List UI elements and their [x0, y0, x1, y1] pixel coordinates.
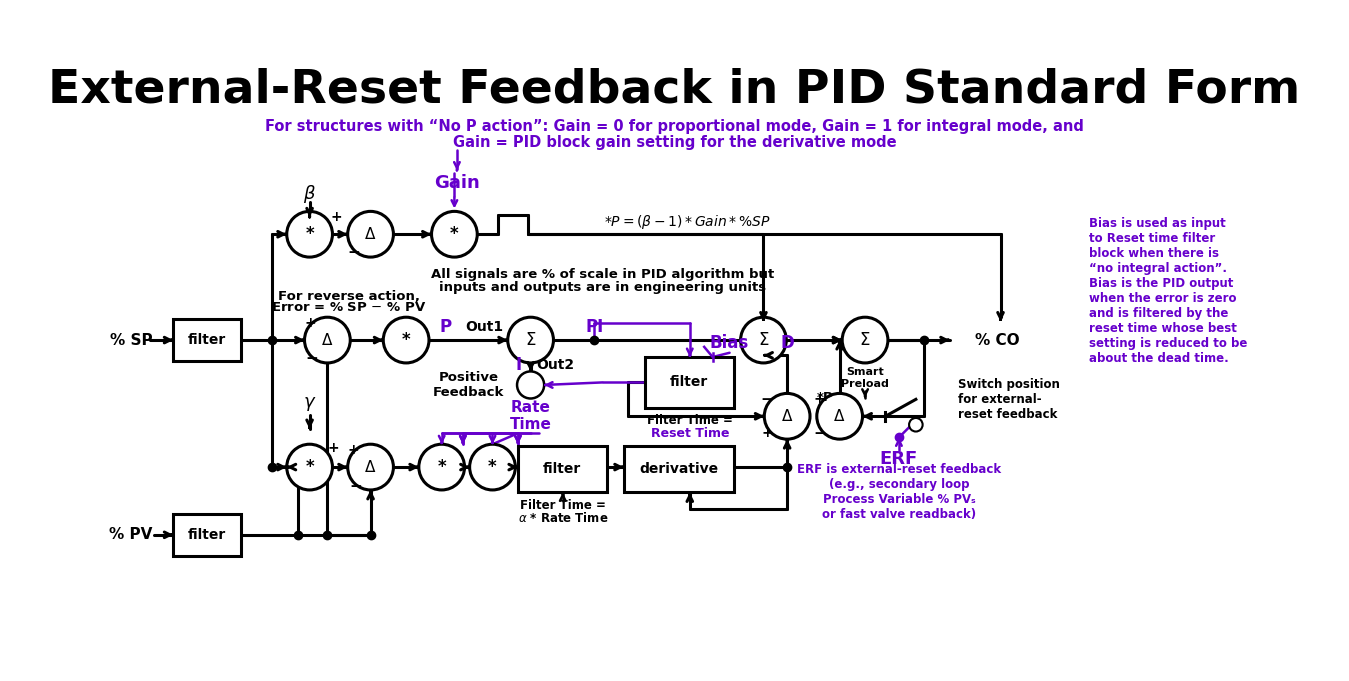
Circle shape: [842, 317, 888, 363]
Text: *: *: [402, 331, 410, 349]
Text: inputs and outputs are in engineering units: inputs and outputs are in engineering un…: [438, 281, 766, 294]
Circle shape: [287, 211, 332, 257]
Text: Filter Time =: Filter Time =: [519, 498, 606, 511]
Bar: [173, 319, 241, 361]
Text: −: −: [761, 392, 773, 407]
Text: Out1: Out1: [465, 320, 503, 334]
Text: $\beta$: $\beta$: [304, 183, 316, 204]
Text: filter: filter: [188, 528, 227, 542]
Bar: [173, 513, 241, 556]
Text: +: +: [331, 210, 341, 224]
Circle shape: [432, 211, 478, 257]
Text: All signals are % of scale in PID algorithm but: All signals are % of scale in PID algori…: [430, 268, 774, 281]
Text: $\Sigma$: $\Sigma$: [859, 331, 870, 349]
Text: *: *: [305, 225, 314, 243]
Text: ERF is external-reset feedback
(e.g., secondary loop
Process Variable % PVₛ
or f: ERF is external-reset feedback (e.g., se…: [797, 464, 1001, 522]
Text: Gain = PID block gain setting for the derivative mode: Gain = PID block gain setting for the de…: [453, 136, 896, 151]
Text: Gain: Gain: [434, 174, 480, 193]
Text: *: *: [488, 458, 496, 476]
Text: filter: filter: [544, 462, 581, 476]
Text: $*P = (\beta-1)*Gain*\%SP$: $*P = (\beta-1)*Gain*\%SP$: [604, 212, 770, 231]
Circle shape: [383, 317, 429, 363]
Text: $\Delta$: $\Delta$: [321, 332, 333, 348]
Text: D: D: [780, 334, 795, 351]
Text: $\Delta$: $\Delta$: [834, 409, 846, 424]
Text: Out2: Out2: [537, 358, 575, 373]
Text: Bias is used as input
to Reset time filter
block when there is
“no integral acti: Bias is used as input to Reset time filt…: [1090, 217, 1248, 365]
Circle shape: [765, 394, 809, 439]
Text: *: *: [451, 225, 459, 243]
Text: derivative: derivative: [639, 462, 718, 476]
Text: PI: PI: [585, 319, 604, 336]
Circle shape: [305, 317, 351, 363]
Circle shape: [418, 444, 464, 490]
Circle shape: [469, 444, 515, 490]
Text: Smart
Preload: Smart Preload: [842, 367, 889, 389]
Circle shape: [816, 394, 862, 439]
Text: +: +: [348, 443, 359, 457]
Circle shape: [348, 211, 394, 257]
Text: Error = % SP $-$ % PV: Error = % SP $-$ % PV: [271, 302, 426, 315]
Text: $\Delta$: $\Delta$: [781, 409, 793, 424]
Text: +: +: [305, 316, 316, 330]
Circle shape: [287, 444, 332, 490]
Text: $\gamma$: $\gamma$: [304, 394, 316, 413]
Text: ERF: ERF: [880, 449, 919, 468]
Bar: [645, 357, 734, 408]
Text: Rate
Time: Rate Time: [510, 400, 552, 432]
Text: Positive
Feedback: Positive Feedback: [433, 371, 505, 399]
Text: *: *: [437, 458, 447, 476]
Bar: [518, 446, 607, 492]
Circle shape: [348, 444, 394, 490]
Text: % SP: % SP: [109, 332, 152, 347]
Text: Bias: Bias: [710, 334, 749, 351]
Text: $\Sigma$: $\Sigma$: [525, 331, 537, 349]
Text: *: *: [305, 458, 314, 476]
Text: filter: filter: [188, 333, 227, 347]
Text: +: +: [328, 441, 339, 456]
Text: filter: filter: [670, 375, 708, 390]
Text: For reverse action,: For reverse action,: [278, 289, 420, 302]
Text: P: P: [440, 319, 452, 336]
Circle shape: [909, 418, 923, 432]
Text: *P: *P: [816, 391, 834, 404]
Text: +: +: [813, 392, 826, 407]
Text: −: −: [349, 479, 362, 494]
Text: Reset Time: Reset Time: [650, 427, 728, 440]
Bar: [623, 446, 734, 492]
Text: Switch position
for external-
reset feedback: Switch position for external- reset feed…: [958, 378, 1060, 421]
Text: % CO: % CO: [975, 332, 1020, 347]
Text: Filter Time =: Filter Time =: [646, 414, 733, 427]
Text: $\Delta$: $\Delta$: [364, 459, 376, 475]
Text: I: I: [515, 356, 522, 375]
Text: External-Reset Feedback in PID Standard Form: External-Reset Feedback in PID Standard …: [49, 68, 1300, 113]
Text: $\Sigma$: $\Sigma$: [758, 331, 769, 349]
Text: −: −: [347, 245, 360, 260]
Text: For structures with “No P action”: Gain = 0 for proportional mode, Gain = 1 for : For structures with “No P action”: Gain …: [266, 119, 1085, 134]
Text: −: −: [305, 351, 317, 366]
Circle shape: [507, 317, 553, 363]
Text: % PV: % PV: [109, 527, 152, 542]
Text: $\Delta$: $\Delta$: [364, 226, 376, 242]
Circle shape: [741, 317, 786, 363]
Text: +: +: [761, 426, 773, 440]
Circle shape: [517, 371, 544, 398]
Text: $\alpha$ * Rate Time: $\alpha$ * Rate Time: [518, 511, 608, 525]
Text: −: −: [813, 426, 826, 441]
